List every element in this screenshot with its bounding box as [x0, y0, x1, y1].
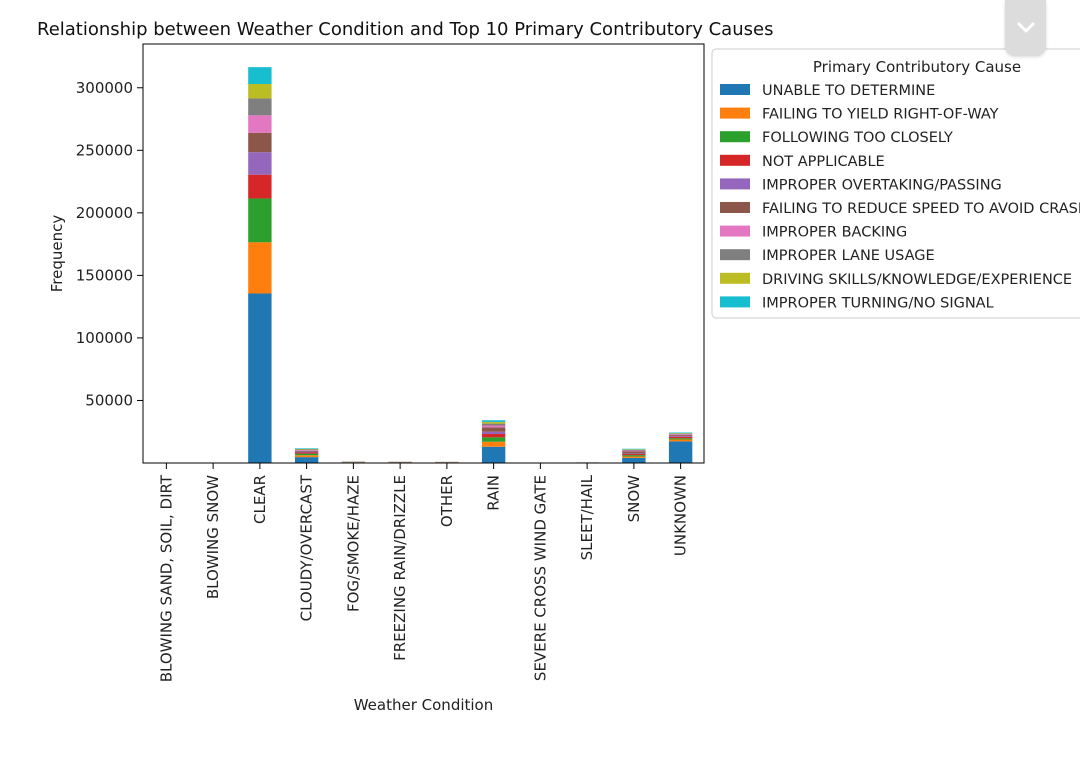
bar-segment [248, 132, 272, 153]
legend-label: IMPROPER OVERTAKING/PASSING [762, 177, 1002, 193]
y-tick-label: 50000 [85, 391, 133, 409]
x-tick-label: UNKNOWN [672, 475, 690, 556]
bar-segment [481, 437, 506, 442]
bar-segment [248, 84, 272, 99]
legend-box [711, 48, 1080, 319]
bar-segment [622, 448, 646, 450]
bar-segment [248, 242, 272, 294]
bar-segment [294, 451, 319, 453]
bar-segment [294, 452, 319, 454]
bar-segment [622, 457, 646, 463]
legend-swatch [720, 154, 750, 166]
bar-segment [622, 453, 646, 454]
bar-segment [248, 174, 272, 199]
bar-segment [668, 433, 693, 435]
bar-segment [668, 434, 693, 436]
bar-segment [294, 457, 319, 463]
bar-segment [294, 455, 319, 458]
legend-label: FOLLOWING TOO CLOSELY [762, 130, 953, 146]
legend-label: DRIVING SKILLS/KNOWLEDGE/EXPERIENCE [762, 272, 1072, 288]
legend-label: FAILING TO YIELD RIGHT-OF-WAY [762, 107, 999, 123]
bar-segment [668, 438, 693, 440]
bar-segment [294, 448, 319, 449]
bar-segment [481, 427, 506, 432]
legend-label: FAILING TO REDUCE SPEED TO AVOID CRASH [762, 201, 1080, 217]
legend-swatch [720, 202, 750, 213]
bar-segment [668, 435, 693, 437]
legend-swatch [720, 272, 750, 284]
legend-label: IMPROPER BACKING [762, 225, 907, 241]
x-tick-label: SLEET/HAIL [578, 474, 596, 560]
bar-segment [248, 198, 272, 243]
bar-segment [481, 441, 506, 447]
bar-segment [622, 449, 646, 450]
x-tick-label: FREEZING RAIN/DRIZZLE [391, 475, 409, 661]
bar-segment [294, 449, 319, 451]
bar-segment [622, 456, 646, 458]
bar-segment [668, 433, 693, 434]
legend-label: UNABLE TO DETERMINE [762, 83, 935, 99]
x-tick-label: BLOWING SNOW [204, 475, 222, 599]
bar-segment [248, 293, 272, 463]
y-tick-label: 200000 [76, 204, 133, 222]
bar-segment [622, 449, 646, 451]
bar-segment [248, 115, 272, 133]
bar-segment [248, 67, 272, 85]
legend-swatch [720, 178, 750, 190]
bar-segment [481, 420, 506, 422]
x-tick-label: SNOW [625, 475, 643, 523]
bar-segment [622, 451, 646, 454]
legend-swatch [720, 107, 750, 119]
legend-title: Primary Contributory Cause [813, 58, 1021, 76]
x-tick-label: SEVERE CROSS WIND GATE [531, 475, 549, 681]
collapse-button[interactable] [1005, 0, 1046, 56]
x-tick-label: OTHER [438, 475, 456, 527]
bar-segment [668, 434, 693, 435]
x-tick-label: FOG/SMOKE/HAZE [344, 475, 362, 612]
y-tick-label: 300000 [76, 79, 133, 97]
legend-label: IMPROPER TURNING/NO SIGNAL [762, 295, 994, 311]
bar-segment [294, 453, 319, 456]
legend-swatch [720, 84, 750, 95]
bar-segment [481, 433, 506, 438]
chevron-down-icon [1017, 22, 1034, 33]
x-axis-label: Weather Condition [354, 696, 494, 714]
bar-segment [668, 432, 693, 434]
x-tick-label: CLOUDY/OVERCAST [298, 474, 316, 621]
bar-segment [481, 421, 506, 424]
bar-segment [294, 450, 319, 452]
bar-segment [622, 450, 646, 452]
bar-segment [481, 425, 506, 428]
bar-segment [294, 450, 319, 451]
legend-swatch [720, 249, 750, 261]
y-tick-label: 150000 [76, 266, 133, 284]
bar-segment [481, 431, 506, 434]
legend-swatch [720, 225, 750, 237]
bar-segment [481, 423, 506, 426]
legend-swatch [720, 131, 750, 143]
bar-segment [622, 453, 646, 456]
x-tick-label: BLOWING SAND, SOIL, DIRT [157, 474, 175, 682]
y-tick-label: 250000 [76, 141, 133, 159]
bar-segment [622, 455, 646, 457]
bar-segment [481, 446, 506, 463]
x-tick-label: CLEAR [251, 475, 269, 524]
bar-segment [668, 439, 693, 442]
legend-label: NOT APPLICABLE [762, 154, 885, 170]
bar-segment [294, 448, 319, 450]
legend-swatch [720, 296, 750, 308]
plot-frame [142, 43, 705, 464]
x-tick-label: RAIN [485, 475, 503, 511]
bar-segment [248, 98, 272, 116]
legend-label: IMPROPER LANE USAGE [762, 248, 935, 264]
chart-title: Relationship between Weather Condition a… [37, 19, 773, 40]
bar-segment [248, 152, 272, 175]
y-tick-label: 100000 [76, 329, 133, 347]
bar-segment [668, 436, 693, 439]
y-axis-label: Frequency [48, 215, 66, 293]
bar-segment [668, 441, 693, 463]
